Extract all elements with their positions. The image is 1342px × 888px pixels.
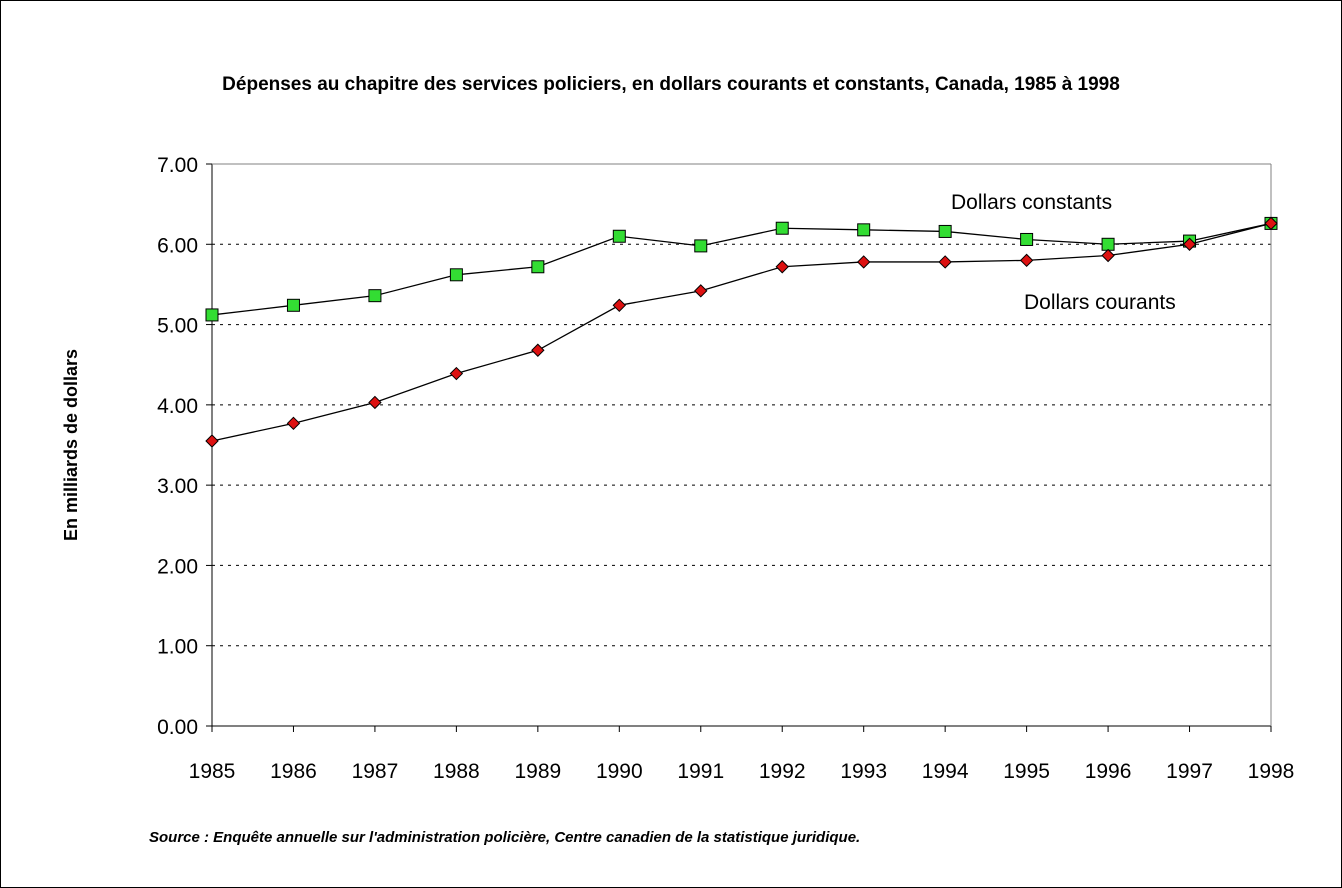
series-line-courants <box>211 222 1272 442</box>
data-point-diamond <box>612 298 627 313</box>
data-point-diamond <box>856 255 871 269</box>
data-point-square <box>205 308 219 322</box>
x-tick-label: 1985 <box>189 760 236 783</box>
x-tick-label: 1987 <box>352 760 399 783</box>
y-axis-title: En milliards de dollars <box>61 349 81 541</box>
x-tick-label: 1986 <box>270 760 317 783</box>
data-point-square <box>531 260 545 274</box>
data-point-square <box>449 268 463 282</box>
y-tick-label: 6.00 <box>157 234 198 257</box>
series-label-courants: Dollars courants <box>1024 291 1176 314</box>
x-tick-label: 1988 <box>433 760 480 783</box>
data-point-diamond <box>775 260 789 274</box>
data-point-square <box>938 224 952 238</box>
x-tick-label: 1993 <box>840 760 887 783</box>
data-point-square <box>857 223 871 237</box>
x-tick-label: 1995 <box>1003 760 1050 783</box>
data-point-square <box>775 221 789 235</box>
x-tick-label: 1991 <box>677 760 724 783</box>
data-point-diamond <box>205 434 219 448</box>
data-point-diamond <box>1101 248 1115 263</box>
data-point-diamond <box>694 284 708 298</box>
x-tick-label: 1990 <box>596 760 643 783</box>
series-line-constants <box>211 222 1272 316</box>
y-tick-label: 5.00 <box>157 315 198 338</box>
x-tick-label: 1989 <box>514 760 561 783</box>
data-point-square <box>286 298 300 312</box>
data-point-diamond <box>286 416 301 431</box>
x-tick-label: 1992 <box>759 760 806 783</box>
y-tick-label: 3.00 <box>157 475 198 498</box>
data-point-square <box>1101 237 1115 251</box>
data-point-diamond <box>531 343 545 357</box>
y-tick-label: 7.00 <box>157 154 198 177</box>
data-point-square <box>1020 232 1034 246</box>
series-label-constants: Dollars constants <box>951 191 1112 214</box>
chart-title: Dépenses au chapitre des services polici… <box>222 74 1120 95</box>
source-note: Source : Enquête annuelle sur l'administ… <box>149 829 861 846</box>
data-point-square <box>694 239 708 253</box>
y-tick-label: 0.00 <box>157 716 198 739</box>
x-tick-label: 1998 <box>1248 760 1295 783</box>
data-point-diamond <box>1182 237 1197 251</box>
y-tick-label: 2.00 <box>157 555 198 578</box>
x-tick-label: 1994 <box>922 760 969 783</box>
data-point-diamond <box>1264 216 1278 231</box>
y-tick-label: 1.00 <box>157 636 198 659</box>
data-point-square <box>612 229 626 243</box>
data-point-diamond <box>368 395 382 410</box>
data-point-diamond <box>449 366 464 381</box>
data-point-square <box>368 289 382 303</box>
y-tick-label: 4.00 <box>157 395 198 418</box>
x-tick-label: 1997 <box>1166 760 1213 783</box>
data-point-diamond <box>938 255 952 269</box>
x-tick-label: 1996 <box>1085 760 1132 783</box>
data-point-diamond <box>1019 253 1034 268</box>
